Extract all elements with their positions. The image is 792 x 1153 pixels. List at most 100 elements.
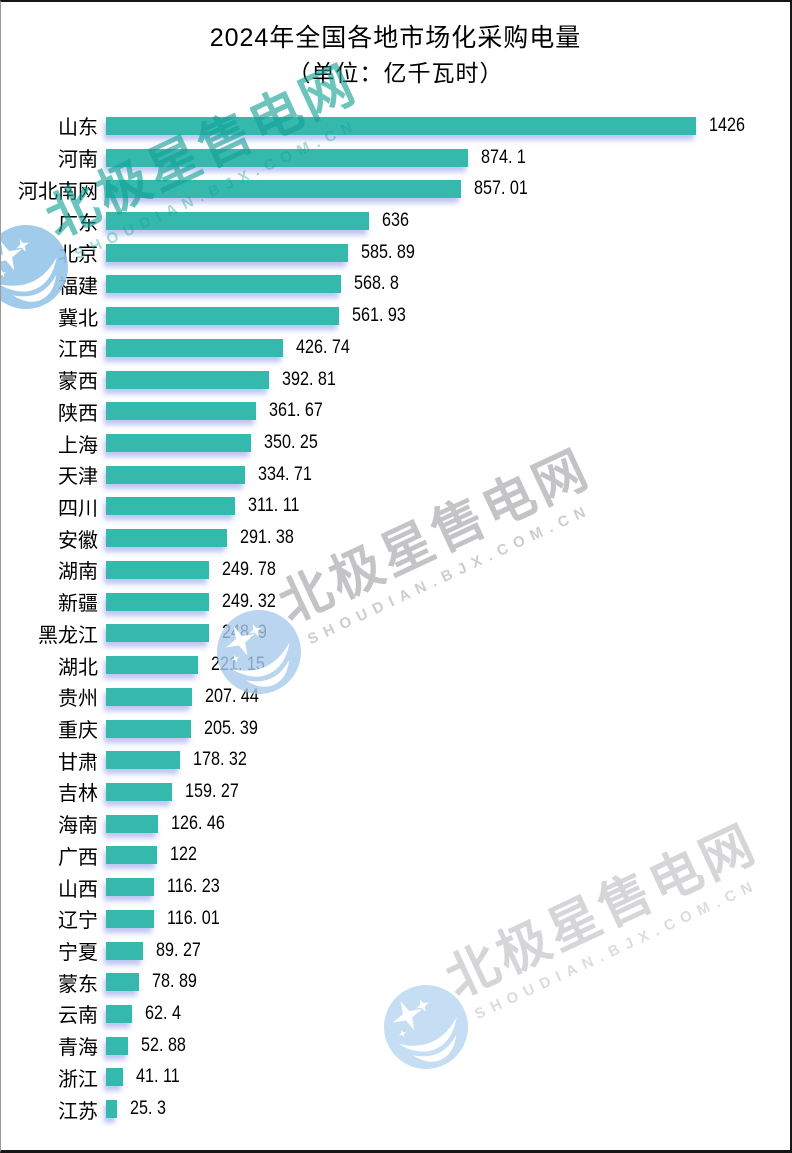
chart-row: 蒙西 392. 81 xyxy=(1,364,790,396)
category-label: 陕西 xyxy=(58,402,98,425)
bar xyxy=(106,751,180,770)
chart-row: 海南 126. 46 xyxy=(1,808,790,840)
chart-row: 四川 311. 11 xyxy=(1,491,790,523)
chart-row: 山西 116. 23 xyxy=(1,871,790,903)
bar xyxy=(106,1004,132,1023)
bar xyxy=(106,782,172,801)
value-label: 221. 15 xyxy=(210,654,265,676)
value-label: 585. 89 xyxy=(361,241,416,263)
bar xyxy=(106,497,235,516)
category-label: 贵州 xyxy=(58,688,98,711)
value-label: 25. 3 xyxy=(129,1098,166,1120)
value-label: 205. 39 xyxy=(204,717,258,739)
category-label: 云南 xyxy=(58,1005,98,1028)
chart-row: 广东 636 xyxy=(1,205,790,237)
value-label: 52. 88 xyxy=(140,1034,186,1056)
category-label: 重庆 xyxy=(58,720,98,743)
category-label: 浙江 xyxy=(58,1068,98,1091)
category-label: 青海 xyxy=(58,1037,98,1060)
value-label: 361. 67 xyxy=(268,400,323,422)
bar xyxy=(106,243,349,262)
value-label: 116. 01 xyxy=(167,907,220,929)
value-label: 41. 11 xyxy=(136,1066,180,1088)
value-label: 122 xyxy=(169,844,197,866)
category-label: 海南 xyxy=(58,815,98,838)
value-label: 116. 23 xyxy=(167,876,220,898)
bar xyxy=(106,656,198,675)
chart-row: 河北南网 857. 01 xyxy=(1,173,790,205)
value-label: 159. 27 xyxy=(184,780,239,802)
category-label: 湖南 xyxy=(58,561,98,584)
chart-row: 云南 62. 4 xyxy=(1,998,790,1030)
value-label: 636 xyxy=(382,210,410,232)
chart-row: 河南 874. 1 xyxy=(1,142,790,174)
chart-title: 2024年全国各地市场化采购电量 xyxy=(209,24,582,52)
value-label: 248. 9 xyxy=(222,622,267,644)
value-label: 1426 xyxy=(709,114,745,136)
bar xyxy=(106,878,155,897)
value-label: 178. 32 xyxy=(192,749,247,771)
category-label: 安徽 xyxy=(58,529,98,552)
chart-row: 新疆 249. 32 xyxy=(1,586,790,618)
category-label: 冀北 xyxy=(58,307,98,330)
bar xyxy=(106,1100,117,1119)
category-label: 江西 xyxy=(58,339,98,362)
category-label: 天津 xyxy=(58,466,98,489)
chart-row: 浙江 41. 11 xyxy=(1,1062,790,1094)
bar xyxy=(106,116,696,135)
value-label: 89. 27 xyxy=(155,939,201,961)
bar xyxy=(106,370,269,389)
category-label: 江苏 xyxy=(58,1100,98,1123)
bar xyxy=(106,180,461,199)
value-label: 207. 44 xyxy=(204,685,259,707)
chart-row: 宁夏 89. 27 xyxy=(1,935,790,967)
bar xyxy=(106,560,210,579)
value-label: 561. 93 xyxy=(351,305,406,327)
chart-row: 重庆 205. 39 xyxy=(1,713,790,745)
chart-unit-subtitle: （单位：亿千瓦时） xyxy=(287,60,504,86)
category-label: 甘肃 xyxy=(58,751,98,774)
value-label: 249. 78 xyxy=(222,558,277,580)
chart-row: 甘肃 178. 32 xyxy=(1,744,790,776)
value-label: 249. 32 xyxy=(222,590,277,612)
chart-row: 上海 350. 25 xyxy=(1,427,790,459)
category-label: 辽宁 xyxy=(58,910,98,933)
chart-row: 湖南 249. 78 xyxy=(1,554,790,586)
category-label: 河南 xyxy=(58,149,98,172)
bar xyxy=(106,687,192,706)
chart-row: 安徽 291. 38 xyxy=(1,522,790,554)
value-label: 568. 8 xyxy=(354,273,400,295)
bar xyxy=(106,275,342,294)
category-label: 山西 xyxy=(58,878,98,901)
bar-chart: 山东 1426 河南 874. 1 河北南网 857. 01 广东 636 北京 585. 89 福… xyxy=(1,110,790,1125)
category-label: 广西 xyxy=(58,846,98,869)
category-label: 湖北 xyxy=(58,656,98,679)
value-label: 291. 38 xyxy=(239,527,294,549)
bar xyxy=(106,719,191,738)
chart-row: 湖北 221. 15 xyxy=(1,649,790,681)
category-label: 山东 xyxy=(58,117,98,140)
category-label: 广东 xyxy=(58,212,98,235)
category-label: 上海 xyxy=(58,434,98,457)
category-label: 吉林 xyxy=(58,783,98,806)
value-label: 350. 25 xyxy=(263,432,318,454)
chart-row: 青海 52. 88 xyxy=(1,1030,790,1062)
bar xyxy=(106,624,209,643)
category-label: 新疆 xyxy=(58,593,98,616)
bar xyxy=(106,402,256,421)
category-label: 河北南网 xyxy=(18,180,98,203)
bar xyxy=(106,529,227,548)
bar xyxy=(106,338,283,357)
bar xyxy=(106,592,210,611)
bar xyxy=(106,307,339,326)
chart-row: 黑龙江 248. 9 xyxy=(1,618,790,650)
bar xyxy=(106,465,245,484)
category-label: 宁夏 xyxy=(58,942,98,965)
bar xyxy=(106,212,370,231)
chart-row: 贵州 207. 44 xyxy=(1,681,790,713)
chart-row: 山东 1426 xyxy=(1,110,790,142)
chart-row: 广西 122 xyxy=(1,840,790,872)
category-label: 蒙东 xyxy=(58,973,98,996)
bar xyxy=(106,148,468,167)
value-label: 311. 11 xyxy=(247,495,300,517)
